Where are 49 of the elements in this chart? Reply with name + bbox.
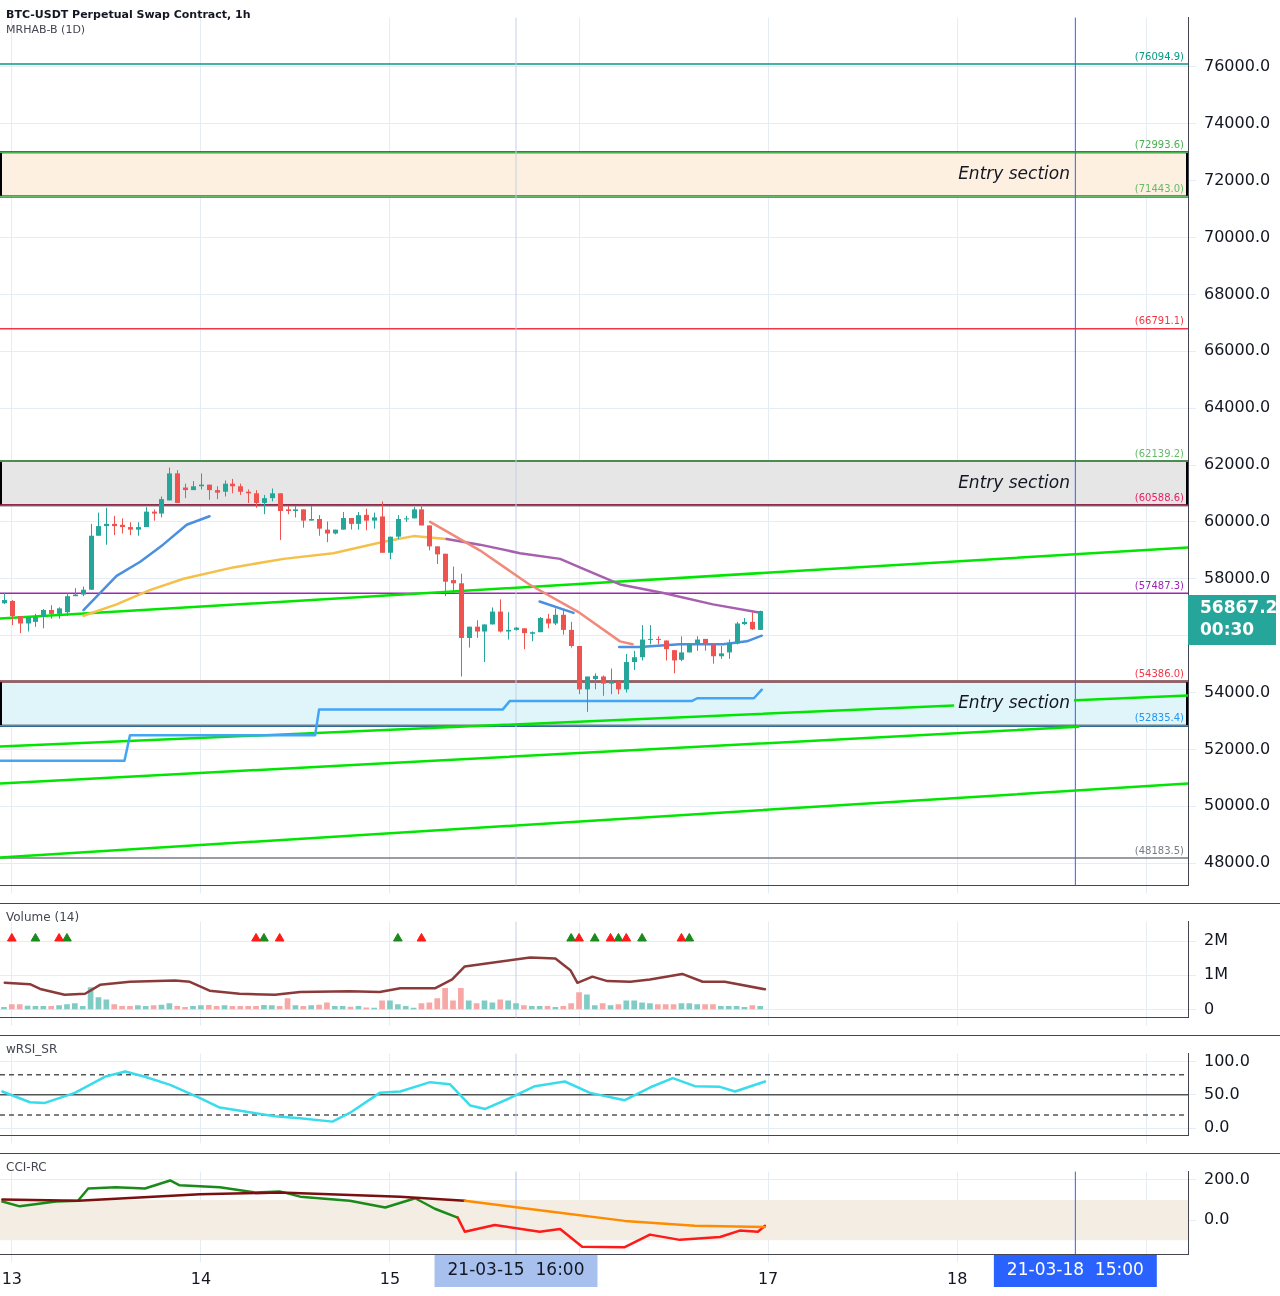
- y-tick-label: 74000.0: [1204, 112, 1271, 132]
- y-tick-label: 70000.0: [1204, 226, 1271, 246]
- ref-line-label: (57487.3): [1134, 579, 1185, 591]
- y-tick-label: 200.0: [1204, 1168, 1250, 1188]
- x-tick-label: 14: [190, 1268, 212, 1288]
- ref-line-label: (66791.1): [1134, 315, 1185, 327]
- chart-title: CCI-RC: [6, 1160, 47, 1174]
- ref-line-label: 21-03-18 15:00: [1006, 1259, 1144, 1280]
- ref-line-label: (76094.9): [1134, 50, 1185, 62]
- band-label: Entry section: [958, 162, 1070, 183]
- ref-line-label: (48183.5): [1134, 844, 1185, 856]
- ref-line-label: (60588.6): [1134, 491, 1185, 503]
- band-label: Entry section: [958, 471, 1070, 492]
- y-tick-label: 66000.0: [1204, 340, 1271, 360]
- band-label: Entry section: [958, 692, 1070, 713]
- y-tick-label: 100.0: [1204, 1050, 1250, 1070]
- ref-line-label: 21-03-15 16:00: [447, 1259, 585, 1280]
- y-tick-label: 64000.0: [1204, 397, 1271, 417]
- y-tick-label: 72000.0: [1204, 169, 1271, 189]
- y-tick-label: 0: [1204, 998, 1215, 1018]
- y-tick-label: 60000.0: [1204, 511, 1271, 531]
- chart-title: wRSI_SR: [6, 1042, 58, 1056]
- x-tick-label: 13: [1, 1268, 22, 1288]
- y-tick-label: 50.0: [1204, 1084, 1240, 1104]
- ref-line-label: (54386.0): [1134, 668, 1185, 680]
- x-tick-label: 17: [757, 1268, 779, 1288]
- ref-line-label: (52835.4): [1134, 712, 1185, 724]
- y-tick-label: 54000.0: [1204, 681, 1271, 701]
- y-tick-label: 76000.0: [1204, 55, 1271, 75]
- y-tick-label: 52000.0: [1204, 738, 1271, 758]
- ref-line-label: (62139.2): [1134, 447, 1185, 459]
- chart-title: BTC-USDT Perpetual Swap Contract, 1h: [6, 8, 251, 21]
- y-tick-label: 0.0: [1204, 1209, 1230, 1229]
- y-tick-label: 48000.0: [1204, 852, 1271, 872]
- y-tick-label: 2M: [1204, 930, 1228, 950]
- y-tick-label: 1M: [1204, 964, 1228, 984]
- x-tick-label: 15: [379, 1268, 401, 1288]
- text: MRHAB-B (1D): [6, 23, 87, 36]
- y-tick-label: 58000.0: [1204, 567, 1271, 587]
- text: 00:30: [1200, 619, 1255, 640]
- y-tick-label: 68000.0: [1204, 283, 1271, 303]
- x-tick-label: 18: [947, 1268, 968, 1288]
- ref-line-label: (71443.0): [1134, 183, 1185, 195]
- y-tick-label: 0.0: [1204, 1117, 1230, 1137]
- text: 56867.2: [1200, 597, 1278, 618]
- chart-title: Volume (14): [6, 910, 80, 924]
- y-tick-label: 62000.0: [1204, 454, 1271, 474]
- y-tick-label: 50000.0: [1204, 795, 1271, 815]
- ref-line-label: (72993.6): [1134, 138, 1185, 150]
